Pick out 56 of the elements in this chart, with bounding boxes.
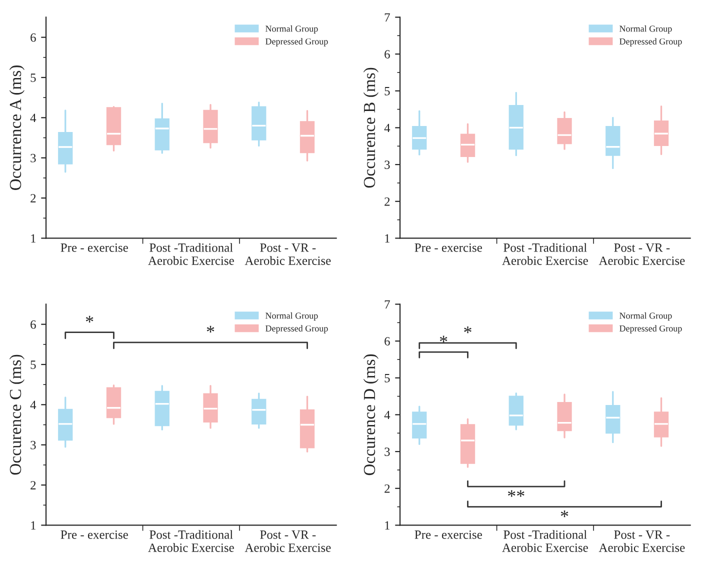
- x-tick-label: Post -Traditional Aerobic Exercise: [148, 530, 234, 552]
- x-tick-label: Pre - exercise: [414, 530, 482, 539]
- y-tick-label: 5: [384, 374, 390, 382]
- legend-label: Normal Group: [266, 312, 318, 321]
- y-tick-label: 3: [30, 154, 36, 162]
- y-tick-label: 4: [384, 124, 390, 132]
- legend-label: Depressed Group: [266, 38, 328, 46]
- legend-label: Depressed Group: [620, 325, 682, 334]
- x-tick-label: Pre - exercise: [414, 243, 482, 252]
- x-tick-label: Post -Traditional Aerobic Exercise: [502, 530, 588, 552]
- y-tick-label: 1: [31, 521, 36, 530]
- y-tick-label: 2: [30, 481, 36, 490]
- y-tick-label: 4: [384, 410, 390, 420]
- y-tick-label: 5: [30, 360, 36, 369]
- y-axis-title: Occurence B (ms): [363, 68, 378, 188]
- legend-label: Depressed Group: [620, 38, 682, 46]
- x-tick-label: Post -Traditional Aerobic Exercise: [148, 243, 234, 265]
- y-tick-label: 3: [30, 440, 36, 450]
- x-tick-label: Post - VR - Aerobic Exercise: [244, 530, 331, 552]
- y-axis-title: Occurence D (ms): [363, 354, 378, 476]
- x-tick-label: Pre - exercise: [60, 530, 128, 539]
- legend-label: Normal Group: [620, 25, 672, 34]
- x-tick-label: Post - VR - Aerobic Exercise: [598, 530, 685, 552]
- y-tick-label: 4: [30, 400, 36, 410]
- y-tick-label: 6: [384, 337, 390, 346]
- y-tick-label: 2: [384, 484, 390, 493]
- x-tick-label: Post - VR - Aerobic Exercise: [244, 244, 331, 265]
- y-tick-label: 1: [385, 234, 390, 243]
- y-tick-label: 2: [30, 194, 36, 202]
- annotation: *: [86, 316, 94, 322]
- annotation: *: [560, 510, 568, 518]
- y-tick-label: 5: [384, 87, 390, 96]
- y-tick-label: 7: [384, 300, 390, 309]
- x-tick-label: Post -Traditional Aerobic Exercise: [502, 243, 588, 265]
- y-tick-label: 7: [384, 13, 390, 22]
- y-axis-title: Occurrence A (ms): [9, 66, 24, 190]
- y-tick-label: 2: [384, 197, 390, 206]
- y-tick-label: 1: [385, 521, 390, 530]
- x-tick-label: Pre - exercise: [60, 243, 128, 252]
- x-tick-label: Post - VR - Aerobic Exercise: [598, 244, 685, 265]
- y-tick-label: 4: [30, 114, 36, 122]
- legend-label: Normal Group: [620, 312, 672, 321]
- y-tick-label: 3: [384, 160, 390, 170]
- y-tick-label: 6: [30, 320, 36, 329]
- y-axis-title: Occurence C (ms): [9, 354, 24, 475]
- legend-label: Normal Group: [266, 25, 318, 34]
- annotation: *: [464, 326, 472, 334]
- annotation: *: [206, 326, 214, 333]
- legend-label: Depressed Group: [266, 325, 328, 334]
- y-tick-label: 1: [31, 234, 36, 243]
- annotation: **: [508, 490, 524, 497]
- y-tick-label: 6: [30, 33, 36, 42]
- y-tick-label: 6: [384, 50, 390, 59]
- y-tick-label: 5: [30, 74, 36, 82]
- y-tick-label: 3: [384, 448, 390, 456]
- annotation: *: [440, 336, 448, 342]
